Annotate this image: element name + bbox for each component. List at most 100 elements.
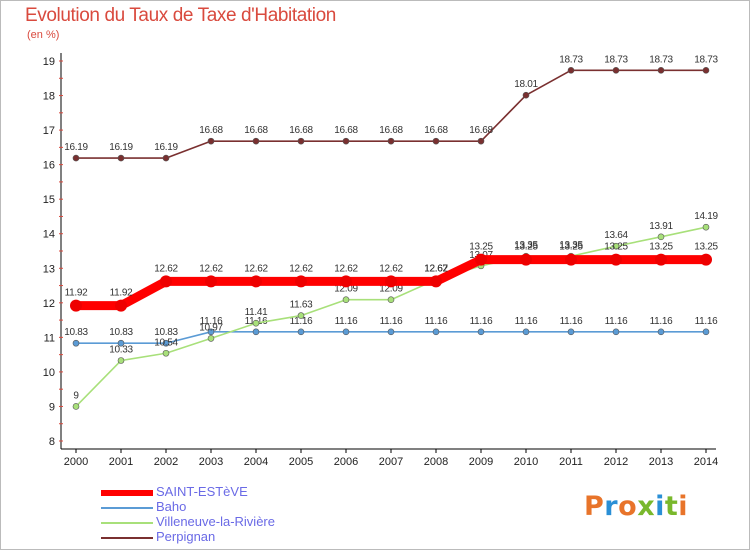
data-label-perpignan: 18.73 bbox=[604, 54, 628, 65]
y-tick-label: 10 bbox=[43, 367, 55, 379]
data-label-villeneuve-la-riviere: 12.09 bbox=[334, 284, 358, 295]
data-label-baho: 11.16 bbox=[650, 316, 674, 327]
x-tick-label: 2011 bbox=[559, 456, 583, 468]
data-point-perpignan bbox=[342, 137, 350, 145]
data-label-baho: 11.16 bbox=[425, 316, 449, 327]
data-label-villeneuve-la-riviere: 10.54 bbox=[154, 337, 178, 348]
data-label-perpignan: 16.68 bbox=[334, 125, 358, 136]
x-tick-label: 2009 bbox=[469, 456, 493, 468]
y-tick-label: 19 bbox=[43, 56, 55, 68]
data-label-villeneuve-la-riviere: 13.64 bbox=[604, 230, 628, 241]
data-point-villeneuve-la-riviere bbox=[207, 335, 215, 342]
data-label-baho: 11.16 bbox=[200, 316, 224, 327]
data-label-baho: 10.83 bbox=[64, 327, 88, 338]
data-label-villeneuve-la-riviere: 13.35 bbox=[559, 240, 583, 251]
data-point-saint-esteve bbox=[565, 253, 577, 266]
legend-swatch-baho bbox=[101, 507, 153, 509]
legend-swatch-perpignan bbox=[101, 537, 153, 539]
data-point-villeneuve-la-riviere bbox=[162, 349, 170, 357]
legend-label-perpignan: Perpignan bbox=[156, 529, 216, 544]
x-tick-label: 2010 bbox=[514, 456, 538, 468]
data-point-perpignan bbox=[72, 154, 80, 162]
data-point-perpignan bbox=[477, 137, 485, 145]
data-label-villeneuve-la-riviere: 12.67 bbox=[424, 264, 448, 275]
data-label-perpignan: 16.68 bbox=[244, 125, 268, 136]
data-point-villeneuve-la-riviere bbox=[657, 233, 665, 241]
y-tick-label: 18 bbox=[43, 91, 55, 103]
data-label-saint-esteve: 13.25 bbox=[694, 242, 718, 253]
legend-swatch-saint-esteve bbox=[101, 490, 153, 496]
data-point-baho bbox=[567, 328, 575, 336]
data-point-perpignan bbox=[612, 67, 620, 74]
data-label-saint-esteve: 12.62 bbox=[289, 263, 313, 274]
data-label-perpignan: 16.68 bbox=[199, 125, 223, 136]
data-point-saint-esteve bbox=[205, 275, 217, 288]
data-label-villeneuve-la-riviere: 11.63 bbox=[290, 300, 314, 311]
data-point-perpignan bbox=[432, 137, 440, 145]
data-label-baho: 10.83 bbox=[154, 327, 178, 338]
data-label-villeneuve-la-riviere: 9 bbox=[73, 390, 79, 401]
chart-unit: (en %) bbox=[27, 29, 60, 41]
data-label-perpignan: 16.68 bbox=[424, 125, 448, 136]
logo-letter: r bbox=[604, 491, 619, 522]
data-label-saint-esteve: 12.62 bbox=[199, 263, 223, 274]
data-point-saint-esteve bbox=[295, 275, 307, 288]
data-point-baho bbox=[207, 328, 215, 336]
logo-letter: P bbox=[584, 491, 605, 522]
data-point-saint-esteve bbox=[700, 253, 712, 266]
x-tick-label: 2004 bbox=[244, 456, 268, 468]
legend-label-villeneuve: Villeneuve-la-Rivière bbox=[156, 514, 275, 529]
data-point-baho bbox=[702, 328, 710, 336]
data-label-baho: 11.16 bbox=[335, 316, 359, 327]
data-point-perpignan bbox=[657, 67, 665, 74]
data-point-perpignan bbox=[387, 137, 395, 145]
data-point-villeneuve-la-riviere bbox=[297, 312, 305, 319]
data-label-perpignan: 18.73 bbox=[694, 54, 718, 65]
data-point-perpignan bbox=[207, 137, 215, 145]
data-point-saint-esteve bbox=[475, 253, 487, 266]
data-label-saint-esteve: 11.92 bbox=[65, 288, 89, 299]
data-label-saint-esteve: 13.25 bbox=[604, 242, 628, 253]
data-point-saint-esteve bbox=[250, 275, 262, 288]
data-label-baho: 10.83 bbox=[109, 327, 133, 338]
data-label-perpignan: 18.01 bbox=[514, 79, 538, 90]
data-point-villeneuve-la-riviere bbox=[342, 296, 350, 304]
data-point-villeneuve-la-riviere bbox=[702, 223, 710, 231]
y-tick-label: 15 bbox=[43, 194, 55, 206]
data-point-perpignan bbox=[162, 154, 170, 162]
data-point-saint-esteve bbox=[385, 275, 397, 288]
data-label-villeneuve-la-riviere: 11.41 bbox=[245, 307, 269, 318]
data-point-perpignan bbox=[702, 67, 710, 74]
data-label-baho: 11.16 bbox=[695, 316, 719, 327]
data-point-perpignan bbox=[522, 91, 530, 99]
x-tick-label: 2006 bbox=[334, 456, 358, 468]
data-label-villeneuve-la-riviere: 10.97 bbox=[199, 322, 223, 333]
data-point-baho bbox=[72, 339, 80, 347]
logo-letter: i bbox=[678, 491, 689, 522]
y-tick-label: 16 bbox=[43, 160, 55, 172]
data-label-perpignan: 16.19 bbox=[154, 142, 178, 153]
data-label-baho: 11.16 bbox=[560, 316, 584, 327]
y-tick-label: 9 bbox=[49, 401, 55, 413]
data-point-villeneuve-la-riviere bbox=[252, 319, 260, 327]
legend-swatch-villeneuve bbox=[101, 522, 153, 524]
data-point-perpignan bbox=[297, 137, 305, 145]
data-point-baho bbox=[432, 328, 440, 336]
y-tick-label: 13 bbox=[43, 263, 55, 275]
data-label-saint-esteve: 12.62 bbox=[244, 263, 268, 274]
x-tick-label: 2014 bbox=[694, 456, 718, 468]
data-point-villeneuve-la-riviere bbox=[387, 296, 395, 304]
data-label-villeneuve-la-riviere: 13.35 bbox=[514, 240, 538, 251]
data-label-villeneuve-la-riviere: 12.09 bbox=[379, 284, 403, 295]
data-point-baho bbox=[387, 328, 395, 336]
legend-label-baho: Baho bbox=[156, 499, 187, 514]
data-label-baho: 11.16 bbox=[380, 316, 404, 327]
data-point-baho bbox=[612, 328, 620, 336]
data-label-perpignan: 16.68 bbox=[289, 125, 313, 136]
y-tick-label: 17 bbox=[43, 125, 55, 137]
data-label-baho: 11.16 bbox=[605, 316, 629, 327]
data-label-baho: 11.16 bbox=[515, 316, 539, 327]
data-point-saint-esteve bbox=[160, 275, 172, 288]
data-point-baho bbox=[522, 328, 530, 336]
